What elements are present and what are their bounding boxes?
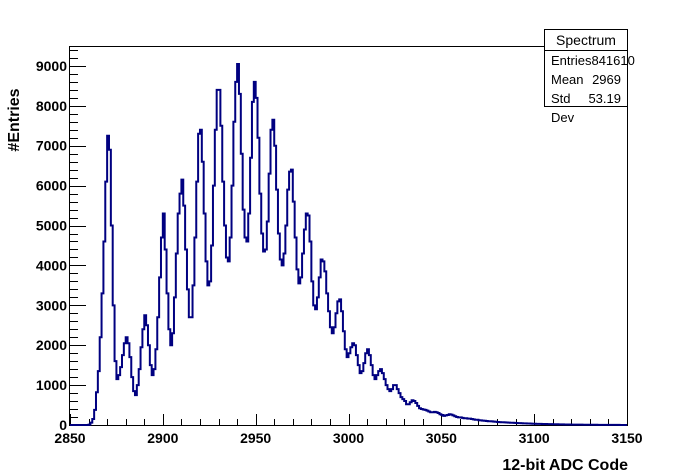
stats-row-mean: Mean 2969 <box>545 70 627 89</box>
x-tick-label: 3150 <box>611 430 642 446</box>
x-tick-label: 2950 <box>240 430 271 446</box>
stats-stddev-value: 53.19 <box>588 91 621 106</box>
x-tick-label: 3050 <box>426 430 457 446</box>
y-tick-label: 4000 <box>36 257 67 273</box>
plot-frame <box>69 46 628 426</box>
stats-entries-value: 841610 <box>591 53 635 68</box>
y-axis: 0 1000 2000 3000 4000 5000 6000 7000 8000 9000 <box>36 50 86 433</box>
y-tick-label: 3000 <box>36 297 67 313</box>
stats-row-entries: Entries 841610 <box>545 51 635 70</box>
x-tick-label: 3000 <box>333 430 364 446</box>
stats-stddev-label: Std Dev <box>551 91 575 125</box>
x-axis-label: 12-bit ADC Code <box>502 457 628 474</box>
histogram-series <box>70 62 627 426</box>
y-tick-label: 9000 <box>36 58 67 74</box>
y-tick-label: 0 <box>59 417 67 433</box>
stats-mean-label: Mean <box>551 72 584 87</box>
x-axis: 2850 2900 2950 3000 3050 3100 3150 <box>54 414 643 446</box>
stats-box: Spectrum Entries 841610 Mean 2969 Std De… <box>544 29 635 125</box>
x-tick-label: 2850 <box>54 430 85 446</box>
x-tick-label: 2900 <box>147 430 178 446</box>
y-tick-label: 1000 <box>36 377 67 393</box>
y-tick-label: 6000 <box>36 178 67 194</box>
x-tick-label: 3100 <box>519 430 550 446</box>
y-tick-label: 2000 <box>36 337 67 353</box>
y-axis-label: #Entries <box>6 88 23 151</box>
y-tick-label: 7000 <box>36 138 67 154</box>
stats-entries-label: Entries <box>551 53 592 68</box>
y-tick-label: 8000 <box>36 98 67 114</box>
stats-row-stddev: Std Dev 53.19 <box>545 89 627 125</box>
stats-mean-value: 2969 <box>592 72 621 87</box>
y-tick-label: 5000 <box>36 218 67 234</box>
stats-title: Spectrum <box>545 30 627 51</box>
